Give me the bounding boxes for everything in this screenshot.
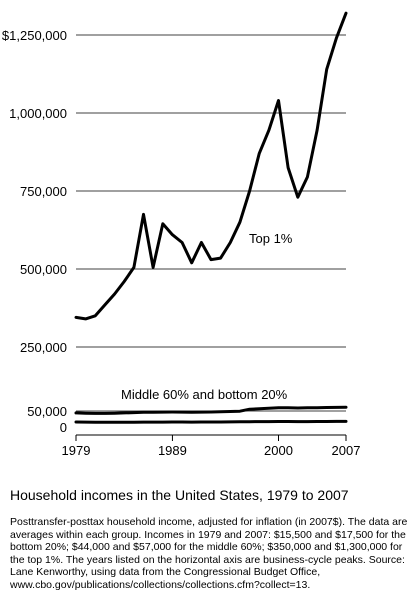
gridlines	[75, 34, 347, 441]
x-tick-label: 2007	[332, 443, 361, 458]
annotation-middle-bottom: Middle 60% and bottom 20%	[121, 387, 288, 402]
income-line-chart: 050,000 250,000 500,000 750,000 1,000,000 $1,…	[2, 11, 361, 458]
chart-title: Household incomes in the United States, …	[10, 487, 349, 503]
annotation-top-1: Top 1%	[249, 231, 293, 246]
x-tick-label: 1989	[158, 443, 187, 458]
chart-note: Posttransfer-posttax household income, a…	[10, 516, 408, 591]
series-line-middle-60	[74, 405, 348, 415]
x-tick-label: 2000	[264, 443, 293, 458]
y-axis-tick-labels: 050,000 250,000 500,000 750,000 1,000,000 $1,…	[2, 28, 67, 435]
x-tick-label: 1979	[62, 443, 91, 458]
y-tick-label: 500,000	[20, 262, 67, 277]
x-axis-tick-labels: 1979 1989 2000 2007	[62, 443, 361, 458]
series-line-bottom-20	[74, 419, 348, 424]
y-tick-label: 1,000,000	[9, 106, 67, 121]
y-tick-label: $1,250,000	[2, 28, 67, 43]
y-tick-label: 250,000	[20, 340, 67, 355]
series-lines	[74, 11, 348, 424]
y-tick-label: 50,000	[27, 404, 67, 419]
y-tick-label: 0	[60, 420, 67, 435]
y-tick-label: 750,000	[20, 184, 67, 199]
series-line-top-1	[74, 11, 348, 321]
